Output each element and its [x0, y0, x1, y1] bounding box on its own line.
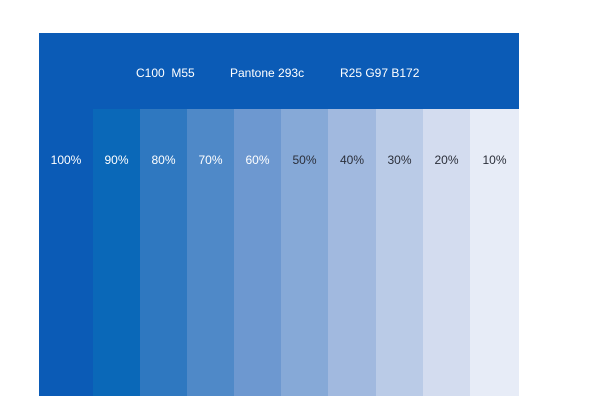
cmyk-spec: C100 M55 [136, 66, 195, 80]
tint-label-90: 90% [104, 153, 129, 167]
tint-label-40: 40% [339, 153, 365, 167]
tint-label-60: 60% [245, 153, 270, 167]
tint-label-10: 10% [482, 153, 507, 167]
tint-label-70: 70% [198, 153, 223, 167]
tint-swatch-30: 30% [376, 109, 423, 396]
tint-swatch-60: 60% [234, 109, 281, 396]
tint-swatch-10: 10% [470, 109, 519, 396]
tint-label-80: 80% [151, 153, 176, 167]
pantone-spec: Pantone 293c [230, 66, 305, 80]
tint-label-100: 100% [50, 153, 82, 167]
tint-swatch-70: 70% [187, 109, 234, 396]
tint-swatch-90: 90% [93, 109, 140, 396]
tint-swatch-40: 40% [328, 109, 376, 396]
tint-label-50: 50% [292, 153, 317, 167]
header-color-band [39, 33, 519, 109]
tint-label-20: 20% [434, 153, 459, 167]
tint-swatch-80: 80% [140, 109, 187, 396]
tint-swatch-100: 100% [39, 109, 93, 396]
rgb-spec: R25 G97 B172 [340, 66, 420, 80]
tint-swatch-50: 50% [281, 109, 328, 396]
tint-swatches: 100% 90% 80% 70% 60% 50% 40% 30% 20% 10% [39, 109, 519, 396]
tint-swatch-20: 20% [423, 109, 470, 396]
tint-label-30: 30% [387, 153, 412, 167]
